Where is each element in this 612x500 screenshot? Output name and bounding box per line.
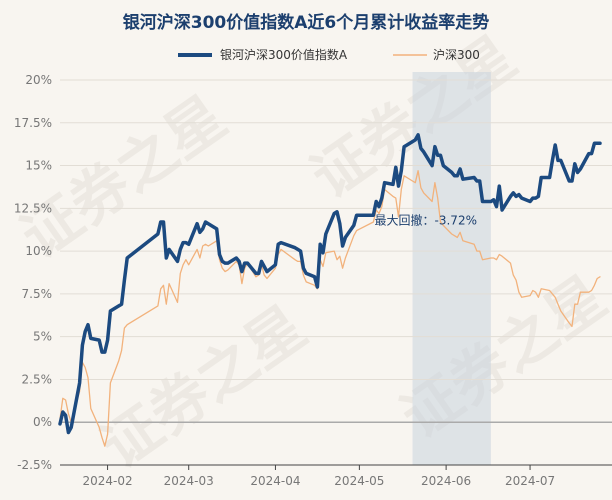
- x-tick-label: 2024-06: [421, 474, 471, 488]
- annotation-layer: 最大回撤：-3.72%: [375, 212, 477, 227]
- x-tick-label: 2024-05: [334, 474, 384, 488]
- fund-series-line: [58, 133, 602, 435]
- series-layer: [58, 133, 602, 447]
- x-tick-label: 2024-04: [250, 474, 300, 488]
- y-tick-label: 5%: [33, 330, 52, 344]
- y-tick-label: 0%: [33, 415, 52, 429]
- y-tick-label: -2.5%: [17, 458, 52, 472]
- y-tick-label: 15%: [25, 159, 52, 173]
- y-tick-label: 12.5%: [14, 201, 52, 215]
- watermark-layer: 证券之星证券之星证券之星证券之星: [9, 23, 612, 482]
- x-tick-label: 2024-07: [505, 474, 555, 488]
- watermark-text: 证券之星: [89, 293, 318, 482]
- y-tick-label: 17.5%: [14, 116, 52, 130]
- drawdown-shade: [412, 72, 491, 465]
- index-series-line: [59, 170, 601, 447]
- y-tick-label: 2.5%: [22, 372, 53, 386]
- legend-label-fund: 银河沪深300价值指数A: [220, 47, 348, 62]
- legend: 银河沪深300价值指数A 沪深300: [178, 47, 480, 62]
- drawdown-shade-layer: [412, 72, 491, 465]
- chart-title: 银河沪深300价值指数A近6个月累计收益率走势: [123, 12, 489, 33]
- x-tick-label: 2024-02: [82, 474, 132, 488]
- legend-label-index: 沪深300: [433, 48, 480, 62]
- y-tick-label: 7.5%: [22, 287, 53, 301]
- x-tick-label: 2024-03: [164, 474, 214, 488]
- y-tick-label: 20%: [25, 73, 52, 87]
- axis-layer: 20% 17.5% 15% 12.5% 10% 7.5% 5% 2.5% 0% -2.5% 2024…: [14, 73, 612, 488]
- y-tick-label: 10%: [25, 244, 52, 258]
- max-drawdown-label: 最大回撤：-3.72%: [375, 212, 477, 227]
